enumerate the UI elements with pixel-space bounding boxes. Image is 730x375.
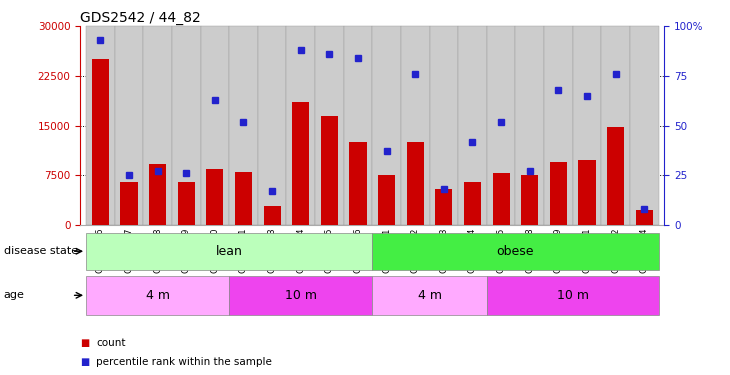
Text: lean: lean [216,245,242,258]
Bar [86,276,229,315]
Text: obese: obese [496,245,534,258]
Text: ■: ■ [80,357,90,367]
Bar [320,116,338,225]
Bar [378,176,395,225]
Bar [292,102,310,225]
Text: 10 m: 10 m [285,289,317,302]
Bar [229,276,372,315]
Bar [86,26,115,225]
Bar [630,26,658,225]
Bar [86,232,372,270]
Bar [344,26,372,225]
Text: 4 m: 4 m [418,289,442,302]
Bar [115,26,143,225]
Bar [487,276,658,315]
Bar [372,232,658,270]
Bar [258,26,286,225]
Bar [201,26,229,225]
Bar [229,26,258,225]
Bar [636,210,653,225]
Text: 10 m: 10 m [557,289,588,302]
Bar [172,26,201,225]
Bar [550,162,567,225]
Bar [315,26,344,225]
Text: percentile rank within the sample: percentile rank within the sample [96,357,272,367]
Text: ■: ■ [80,338,90,348]
Bar [92,59,109,225]
Bar [143,26,172,225]
Text: 4 m: 4 m [145,289,169,302]
Bar [602,26,630,225]
Bar [521,176,538,225]
Bar [264,207,281,225]
Bar [372,26,401,225]
Bar [372,276,487,315]
Bar [235,172,252,225]
Bar [407,142,424,225]
Bar [464,182,481,225]
Bar [573,26,602,225]
Bar [607,127,624,225]
Text: count: count [96,338,126,348]
Bar [401,26,429,225]
Bar [286,26,315,225]
Bar [149,164,166,225]
Bar [429,26,458,225]
Bar [493,173,510,225]
Text: disease state: disease state [4,246,78,256]
Text: age: age [4,290,25,300]
Bar [544,26,573,225]
Bar [120,182,137,225]
Bar [177,182,195,225]
Bar [487,26,515,225]
Bar [458,26,487,225]
Bar [207,169,223,225]
Bar [515,26,544,225]
Bar [435,189,453,225]
Text: GDS2542 / 44_82: GDS2542 / 44_82 [80,11,201,25]
Bar [578,160,596,225]
Bar [350,142,366,225]
